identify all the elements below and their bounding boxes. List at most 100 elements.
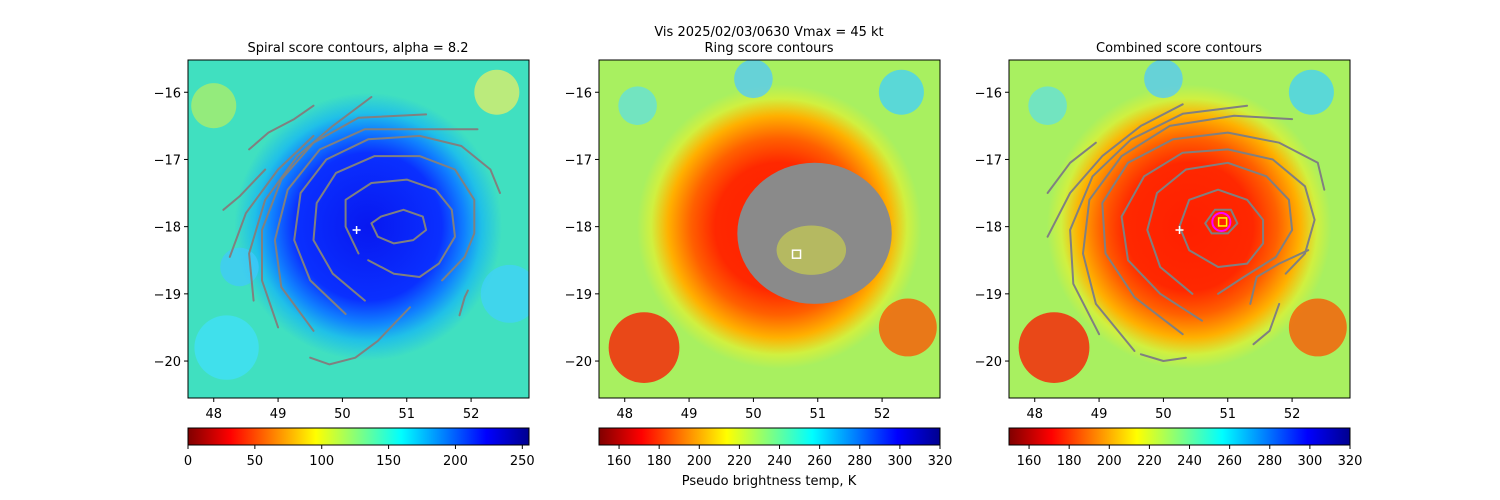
panel-title-combined: Combined score contours (1096, 41, 1262, 56)
contour-line (344, 178, 456, 278)
contour-line (273, 128, 479, 332)
colorbar-tick-label: 260 (1217, 454, 1242, 469)
y-tick-label: −17 (975, 153, 1002, 168)
contour-line (248, 104, 315, 151)
contour-line (1139, 353, 1187, 362)
colorbar-frame (187, 427, 530, 446)
colorbar-tick-label: 200 (443, 454, 468, 469)
plot-area-combined: 48 49 50 51 52 −16 −17 −18 −19 −20 (975, 59, 1351, 422)
colorbar-tick-label: 260 (807, 454, 832, 469)
y-tick-label: −18 (154, 221, 181, 236)
figure-suptitle: Vis 2025/02/03/0630 Vmax = 45 kt (654, 25, 883, 40)
axes-frame (187, 59, 530, 399)
panel-spiral: Spiral score contours, alpha = 8.2 48 49 5… (154, 41, 535, 469)
y-tick-label: −20 (154, 355, 181, 370)
contour-line (1178, 188, 1265, 268)
contour-line (1120, 148, 1316, 322)
contour-line (312, 155, 476, 302)
heatmap-patch (1144, 60, 1183, 99)
heatmap-patch (480, 264, 529, 323)
colorbar-gradient (1009, 428, 1350, 445)
contour-line (248, 96, 373, 302)
axes-frame (598, 59, 941, 399)
y-tick-label: −16 (975, 86, 1002, 101)
colorbar-tick-label: 240 (767, 454, 792, 469)
y-tick-label: −19 (565, 288, 592, 303)
contour-line (1046, 141, 1097, 194)
heatmap-patch (191, 83, 237, 129)
x-tick-label: 50 (745, 407, 762, 422)
colorbar-combined: 160 180 200 220 240 260 280 300 320 (1008, 427, 1363, 469)
contour-line (228, 134, 315, 258)
x-tick-label: 52 (463, 407, 480, 422)
colorbar-ring: 160 180 200 220 240 260 280 300 320 (598, 427, 953, 469)
center-circle-marker (1211, 211, 1232, 232)
colorbar-tick-label: 200 (687, 454, 712, 469)
y-tick-label: −17 (565, 153, 592, 168)
heatmap-patch (474, 69, 520, 115)
center-plus-marker (352, 226, 361, 235)
heatmap-patch (1288, 298, 1347, 357)
x-tick-label: 48 (1026, 407, 1043, 422)
x-tick-label: 51 (809, 407, 826, 422)
panel-ring: Ring score contours 48 49 50 51 52 −16 −17 −18 −… (565, 41, 953, 489)
y-tick-label: −17 (154, 153, 181, 168)
panel-title-ring: Ring score contours (704, 41, 833, 56)
heatmap-layer (1009, 60, 1350, 398)
heatmap-patch (608, 312, 680, 383)
contour-line (1046, 103, 1184, 238)
contour-line (309, 306, 411, 366)
colorbar-tick-label: 100 (309, 454, 334, 469)
colorbar-gradient (599, 428, 940, 445)
x-tick-label: 49 (681, 407, 698, 422)
heatmap-patch (1288, 69, 1334, 115)
x-tick-label: 48 (205, 407, 222, 422)
contour-line (1082, 114, 1294, 352)
colorbar-tick-label: 320 (1338, 454, 1363, 469)
colorbar-tick-label: 320 (928, 454, 953, 469)
center-plus-marker (1175, 226, 1184, 235)
colorbar-tick-label: 280 (1257, 454, 1282, 469)
contour-line (1204, 208, 1239, 235)
heatmap-layer (188, 60, 529, 398)
y-tick-label: −16 (565, 86, 592, 101)
colorbar-tick-label: 300 (1297, 454, 1322, 469)
contour-line (222, 168, 267, 211)
heatmap-patch (878, 69, 924, 115)
plot-area-ring: 48 49 50 51 52 −16 −17 −18 −19 −20 (565, 59, 941, 422)
x-tick-label: 49 (270, 407, 287, 422)
x-tick-label: 49 (1091, 407, 1108, 422)
colorbar-label-ring: Pseudo brightness temp, K (682, 474, 857, 489)
colorbar-tick-label: 50 (247, 454, 264, 469)
colorbar-tick-label: 200 (1097, 454, 1122, 469)
y-tick-label: −16 (154, 86, 181, 101)
panel-title-spiral: Spiral score contours, alpha = 8.2 (247, 41, 468, 56)
contour-line (1252, 302, 1281, 346)
contour-line (293, 134, 501, 315)
x-tick-label: 52 (874, 407, 891, 422)
heatmap-layer (599, 60, 940, 398)
colorbar-tick-label: 0 (184, 454, 192, 469)
contour-line (1101, 131, 1326, 336)
heatmap-patch (734, 60, 773, 99)
heatmap-patch (220, 247, 259, 287)
colorbar-tick-label: 220 (727, 454, 752, 469)
x-tick-label: 51 (398, 407, 415, 422)
y-tick-label: −18 (565, 221, 592, 236)
colorbar-tick-label: 180 (1057, 454, 1082, 469)
colorbar-tick-label: 160 (1017, 454, 1042, 469)
contour-line (1146, 161, 1294, 295)
axes-frame (1008, 59, 1351, 399)
panel-combined: Combined score contours 48 49 50 51 52 −16 −17… (975, 41, 1363, 469)
x-tick-label: 50 (334, 407, 351, 422)
heatmap-patch (1028, 86, 1067, 125)
x-tick-label: 52 (1284, 407, 1301, 422)
y-tick-label: −18 (975, 221, 1002, 236)
plot-area-spiral: 48 49 50 51 52 −16 −17 −18 −19 −20 (154, 59, 530, 422)
colorbar-tick-label: 160 (607, 454, 632, 469)
colorbar-frame (1008, 427, 1351, 446)
heatmap-patch (1018, 312, 1090, 383)
contour-line (1069, 104, 1249, 336)
y-tick-label: −19 (975, 288, 1002, 303)
contour-line (458, 289, 469, 317)
